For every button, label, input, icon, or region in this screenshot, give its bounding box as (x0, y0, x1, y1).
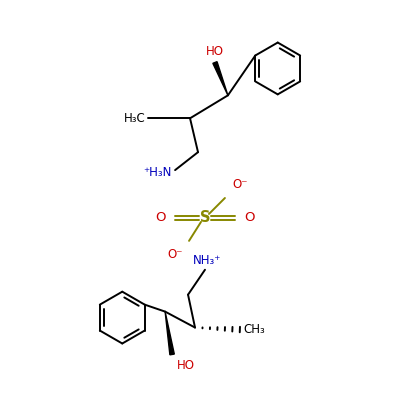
Polygon shape (213, 62, 228, 95)
Text: CH₃: CH₃ (244, 323, 266, 336)
Text: HO: HO (206, 46, 224, 58)
Text: O: O (244, 212, 254, 224)
Text: O⁻: O⁻ (168, 248, 183, 261)
Polygon shape (165, 312, 174, 355)
Text: HO: HO (177, 360, 195, 372)
Text: NH₃⁺: NH₃⁺ (193, 254, 221, 267)
Text: H₃C: H₃C (124, 112, 145, 125)
Text: O: O (156, 212, 166, 224)
Text: S: S (200, 210, 210, 226)
Text: ⁺H₃N: ⁺H₃N (144, 166, 172, 178)
Text: O⁻: O⁻ (232, 178, 247, 191)
